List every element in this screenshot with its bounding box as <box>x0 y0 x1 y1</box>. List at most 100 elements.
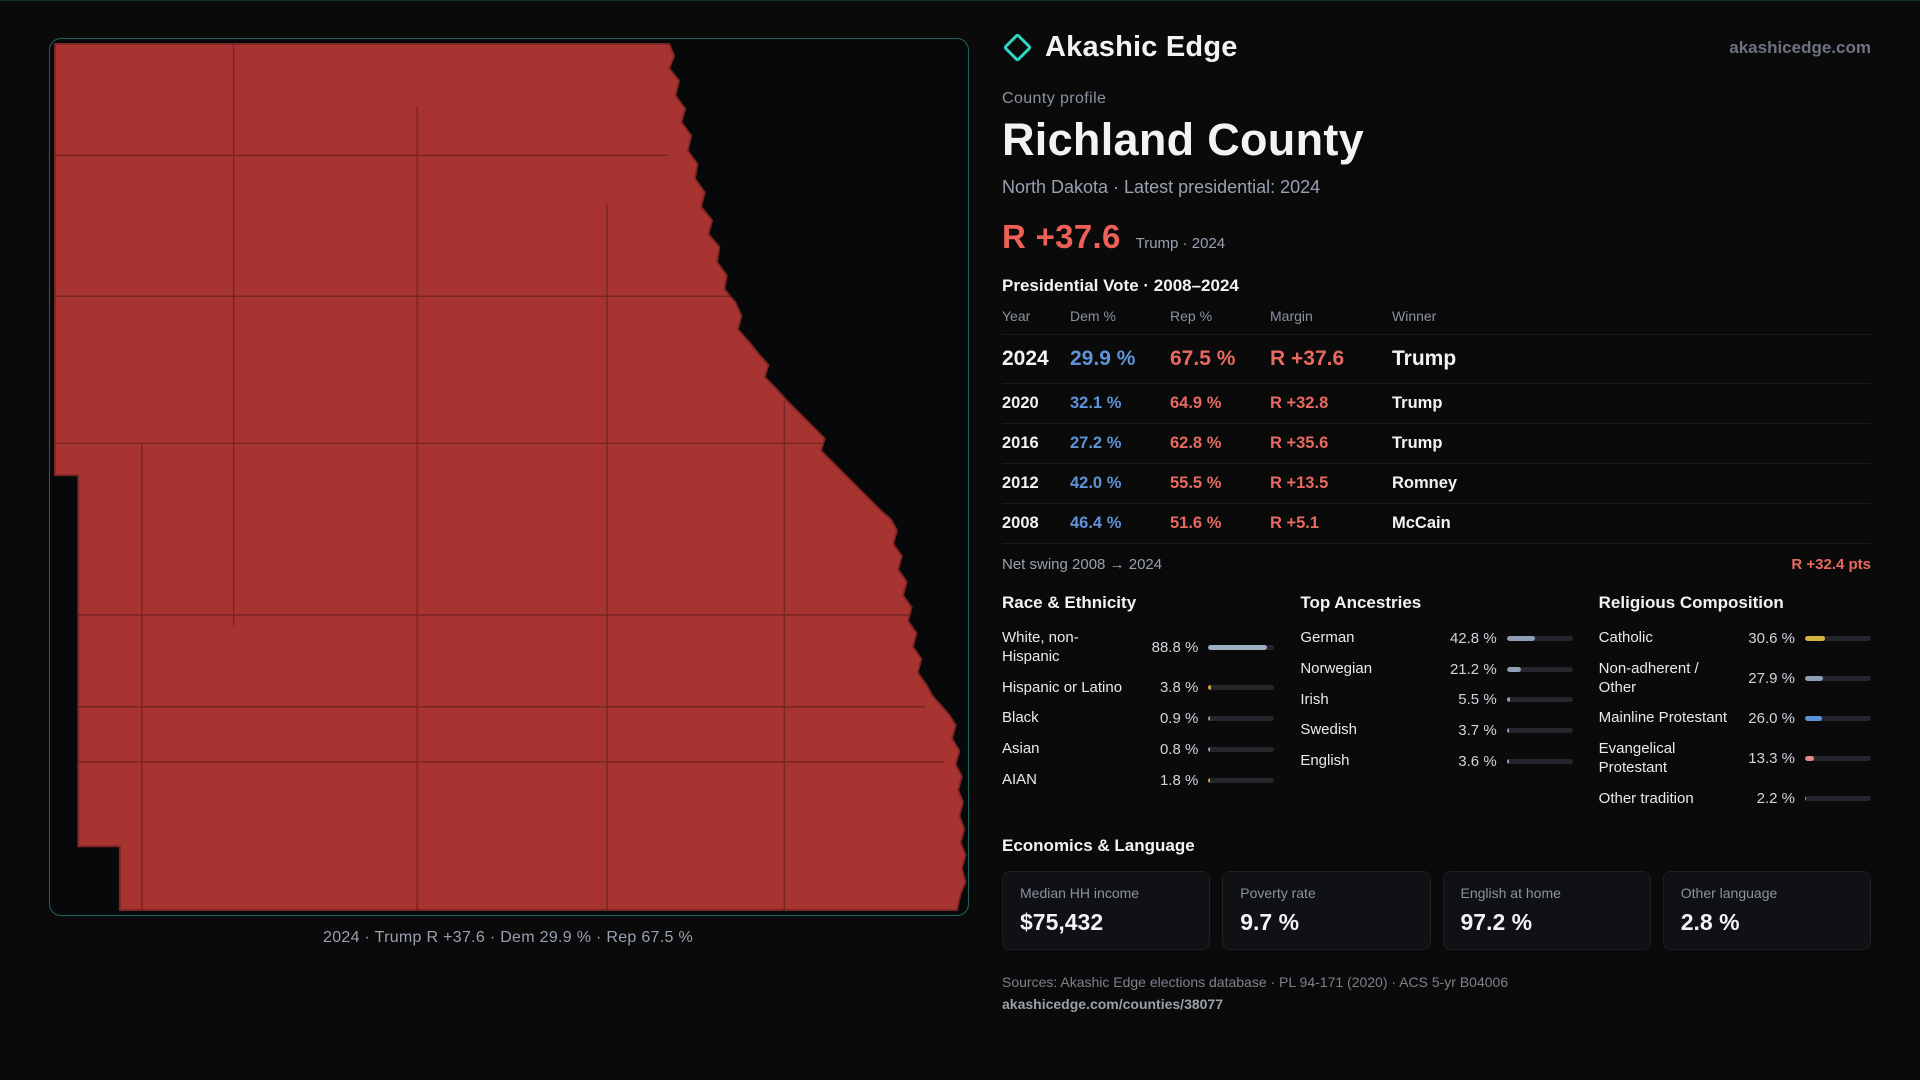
race-column: Race & Ethnicity White, non-Hispanic 88.… <box>1002 585 1275 820</box>
race-item: Black 0.9 % <box>1002 709 1275 728</box>
ancestry-item: German 42.8 % <box>1300 629 1573 648</box>
religion-item: Mainline Protestant 26.0 % <box>1599 709 1871 728</box>
vote-winner: McCain <box>1392 514 1451 532</box>
vote-dem: 29.9 % <box>1070 347 1136 370</box>
demo-bar <box>1208 685 1275 691</box>
demo-value: 13.3 % <box>1748 750 1795 768</box>
demo-value: 27.9 % <box>1748 670 1795 687</box>
col-winner: Winner <box>1392 308 1437 324</box>
religion-item: Other tradition 2.2 % <box>1599 790 1871 809</box>
demo-bar <box>1506 758 1573 764</box>
demo-label: Black <box>1002 709 1039 727</box>
demo-bar-fill <box>1208 746 1210 752</box>
demo-label: White, non-Hispanic <box>1002 629 1079 665</box>
vote-row-2008: 2008 46.4 % 51.6 % R +5.1 McCain <box>1002 503 1871 543</box>
net-swing-label: Net swing 2008 → 2024 <box>1002 556 1163 573</box>
demo-value: 3.7 % <box>1458 722 1497 740</box>
vote-row-2024: 2024 29.9 % 67.5 % R +37.6 Trump <box>1002 334 1871 383</box>
demo-value: 88.8 % <box>1151 639 1199 657</box>
demo-bar <box>1506 635 1573 641</box>
religion-item: Catholic 30.6 % <box>1599 629 1871 648</box>
demo-bar-fill <box>1506 697 1511 703</box>
vote-rep: 51.6 % <box>1170 514 1222 532</box>
demo-bar <box>1805 676 1871 681</box>
vote-dem: 46.4 % <box>1070 514 1122 532</box>
page-title: Richland County <box>1002 114 1364 165</box>
vote-year: 2020 <box>1002 394 1039 412</box>
stat-card-median-income: Median HH income $75,432 <box>1002 871 1211 951</box>
vote-winner: Trump <box>1392 347 1457 370</box>
vote-year: 2024 <box>1002 347 1049 370</box>
township-boundaries <box>54 43 944 911</box>
headline-margin-note: Trump · 2024 <box>1135 235 1226 252</box>
religion-item: Evangelical Protestant 13.3 % <box>1599 740 1871 778</box>
demo-value: 3.8 % <box>1159 679 1199 697</box>
demo-bar <box>1208 716 1275 722</box>
vote-dem: 32.1 % <box>1070 394 1122 412</box>
demo-value: 0.9 % <box>1159 710 1199 728</box>
vote-margin: R +32.8 <box>1270 394 1329 412</box>
demo-label: Swedish <box>1300 721 1358 739</box>
demo-bar-fill <box>1506 758 1510 764</box>
demo-label: English <box>1300 752 1350 769</box>
race-item: Hispanic or Latino 3.8 % <box>1002 678 1275 698</box>
ancestry-item: Irish 5.5 % <box>1300 690 1573 710</box>
vote-table-title: Presidential Vote · 2008–2024 <box>1002 276 1239 295</box>
county-map-panel <box>49 38 969 916</box>
stat-card-english-at-home: English at home 97.2 % <box>1442 871 1651 951</box>
demo-label: Other tradition <box>1598 789 1694 807</box>
sources-text: Sources: Akashic Edge elections database… <box>1002 974 1509 991</box>
race-item: White, non-Hispanic 88.8 % <box>1002 629 1275 667</box>
economics-stats: Median HH income $75,432 Poverty rate 9.… <box>1002 871 1871 951</box>
headline-margin-value: R +37.6 <box>1002 218 1121 255</box>
demo-bar <box>1506 666 1573 672</box>
map-caption: 2024 · Trump R +37.6 · Dem 29.9 % · Rep … <box>323 929 693 946</box>
vote-dem: 27.2 % <box>1070 434 1122 452</box>
demo-bar <box>1208 777 1275 783</box>
vote-row-2020: 2020 32.1 % 64.9 % R +32.8 Trump <box>1002 383 1871 423</box>
vote-rep: 62.8 % <box>1170 434 1222 452</box>
demo-bar <box>1208 645 1275 651</box>
vote-table: Year Dem % Rep % Margin Winner 2024 29.9… <box>1002 308 1871 583</box>
vote-table-header: Year Dem % Rep % Margin Winner <box>1002 308 1871 334</box>
vote-rep: 55.5 % <box>1170 474 1222 492</box>
vote-dem: 42.0 % <box>1070 474 1122 492</box>
vote-winner: Trump <box>1392 434 1443 452</box>
stat-label: Median HH income <box>1020 885 1140 902</box>
brand-name: Akashic Edge <box>1045 31 1238 63</box>
demo-bar-fill <box>1506 666 1521 672</box>
religion-item: Non-adherent / Other 27.9 % <box>1599 660 1871 698</box>
demo-label: Norwegian <box>1300 659 1373 677</box>
vote-row-2012: 2012 42.0 % 55.5 % R +13.5 Romney <box>1002 463 1871 503</box>
vote-margin: R +35.6 <box>1270 434 1329 452</box>
demo-bar <box>1208 746 1275 752</box>
demo-bar <box>1506 728 1573 734</box>
vote-margin: R +37.6 <box>1270 347 1345 370</box>
demo-label: Irish <box>1300 690 1329 708</box>
ancestries-title: Top Ancestries <box>1300 593 1422 612</box>
vote-rep: 64.9 % <box>1170 394 1222 412</box>
demo-bar <box>1506 697 1573 703</box>
demo-bar <box>1805 796 1871 802</box>
page-subtitle: North Dakota · Latest presidential: 2024 <box>1002 177 1321 197</box>
race-item: AIAN 1.8 % <box>1002 771 1275 790</box>
vote-rep: 67.5 % <box>1170 347 1236 370</box>
demo-value: 1.8 % <box>1159 771 1199 789</box>
vote-margin: R +13.5 <box>1270 474 1329 492</box>
col-year: Year <box>1002 308 1031 324</box>
stat-card-poverty-rate: Poverty rate 9.7 % <box>1222 871 1431 951</box>
demo-value: 26.0 % <box>1748 710 1795 728</box>
demo-value: 42.8 % <box>1449 629 1497 647</box>
demo-label: Mainline Protestant <box>1598 709 1728 727</box>
headline-margin-row: R +37.6 Trump · 2024 <box>1002 218 1871 256</box>
demo-label: Hispanic or Latino <box>1002 678 1123 696</box>
ancestries-column: Top Ancestries German 42.8 % Norwegian 2… <box>1300 585 1573 820</box>
demo-bar <box>1805 716 1871 722</box>
stat-card-other-language: Other language 2.8 % <box>1662 871 1871 951</box>
demo-value: 5.5 % <box>1458 691 1497 709</box>
permalink[interactable]: akashicedge.com/counties/38077 <box>1002 996 1223 1013</box>
brand-domain-link[interactable]: akashicedge.com <box>1729 37 1871 57</box>
demo-label: German <box>1300 629 1355 646</box>
vote-margin: R +5.1 <box>1270 514 1320 532</box>
demo-label: Catholic <box>1598 629 1653 646</box>
